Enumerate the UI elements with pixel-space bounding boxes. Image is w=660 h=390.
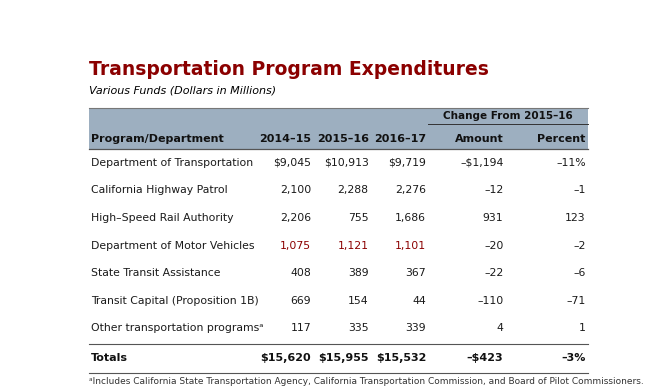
Text: Other transportation programsᵃ: Other transportation programsᵃ <box>90 323 263 333</box>
Text: 1,121: 1,121 <box>338 241 369 251</box>
Text: 4: 4 <box>496 323 504 333</box>
Text: Amount: Amount <box>455 134 504 144</box>
Text: Department of Transportation: Department of Transportation <box>90 158 253 168</box>
Text: State Transit Assistance: State Transit Assistance <box>90 268 220 278</box>
Text: 367: 367 <box>405 268 426 278</box>
Text: 1,686: 1,686 <box>395 213 426 223</box>
Text: –20: –20 <box>484 241 504 251</box>
Text: Department of Motor Vehicles: Department of Motor Vehicles <box>90 241 254 251</box>
Text: Percent: Percent <box>537 134 586 144</box>
Text: –12: –12 <box>484 185 504 195</box>
Text: $15,620: $15,620 <box>261 353 312 363</box>
Text: 2016–17: 2016–17 <box>374 134 426 144</box>
Text: –6: –6 <box>574 268 586 278</box>
Text: –71: –71 <box>566 296 586 306</box>
Text: 931: 931 <box>483 213 504 223</box>
Text: 117: 117 <box>290 323 312 333</box>
Text: 408: 408 <box>290 268 312 278</box>
Text: 2,100: 2,100 <box>280 185 312 195</box>
Text: 755: 755 <box>348 213 369 223</box>
Text: 1,075: 1,075 <box>280 241 312 251</box>
Text: 123: 123 <box>565 213 586 223</box>
Text: 2,206: 2,206 <box>280 213 312 223</box>
Text: 2015–16: 2015–16 <box>317 134 369 144</box>
Text: 669: 669 <box>290 296 312 306</box>
Text: 335: 335 <box>348 323 369 333</box>
Text: 44: 44 <box>412 296 426 306</box>
Text: $10,913: $10,913 <box>324 158 369 168</box>
Text: –22: –22 <box>484 268 504 278</box>
Text: 154: 154 <box>348 296 369 306</box>
Text: 2,276: 2,276 <box>395 185 426 195</box>
Text: $9,719: $9,719 <box>388 158 426 168</box>
Text: 1,101: 1,101 <box>395 241 426 251</box>
Text: 389: 389 <box>348 268 369 278</box>
Text: Program/Department: Program/Department <box>90 134 224 144</box>
Text: 339: 339 <box>405 323 426 333</box>
Text: $15,955: $15,955 <box>318 353 369 363</box>
Text: ᵃIncludes California State Transportation Agency, California Transportation Comm: ᵃIncludes California State Transportatio… <box>88 378 644 386</box>
Text: 1: 1 <box>579 323 586 333</box>
Text: –1: –1 <box>574 185 586 195</box>
Text: Totals: Totals <box>90 353 127 363</box>
Text: High–Speed Rail Authority: High–Speed Rail Authority <box>90 213 233 223</box>
Text: $9,045: $9,045 <box>273 158 312 168</box>
Text: –110: –110 <box>477 296 504 306</box>
Text: Change From 2015–16: Change From 2015–16 <box>443 112 573 121</box>
Text: –$423: –$423 <box>467 353 504 363</box>
Text: $15,532: $15,532 <box>376 353 426 363</box>
Text: –3%: –3% <box>562 353 586 363</box>
Text: –$1,194: –$1,194 <box>460 158 504 168</box>
Text: California Highway Patrol: California Highway Patrol <box>90 185 227 195</box>
Text: 2014–15: 2014–15 <box>259 134 312 144</box>
Text: –11%: –11% <box>556 158 586 168</box>
Text: 2,288: 2,288 <box>338 185 369 195</box>
Text: Transit Capital (Proposition 1B): Transit Capital (Proposition 1B) <box>90 296 259 306</box>
FancyBboxPatch shape <box>88 108 588 149</box>
Text: –2: –2 <box>574 241 586 251</box>
Text: Transportation Program Expenditures: Transportation Program Expenditures <box>88 60 488 79</box>
Text: Various Funds (Dollars in Millions): Various Funds (Dollars in Millions) <box>88 86 276 96</box>
